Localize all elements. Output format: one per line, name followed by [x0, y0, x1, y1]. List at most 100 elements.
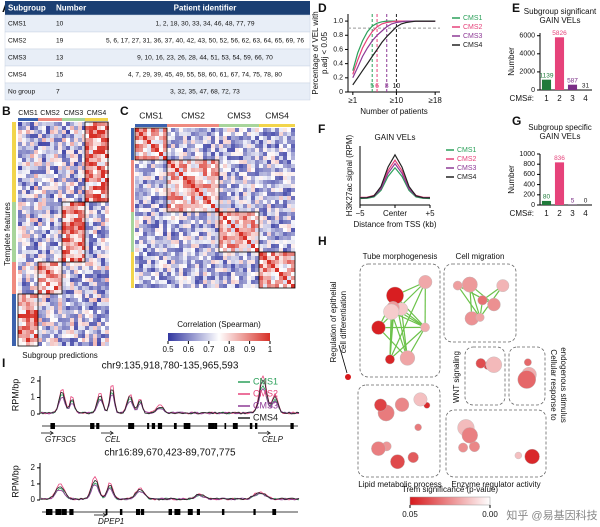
heatmap-cell — [267, 268, 271, 272]
heatmap-cell — [38, 226, 42, 230]
heatmap-cell — [247, 188, 251, 192]
heatmap-cell — [78, 330, 82, 334]
heatmap-cell — [247, 248, 251, 252]
heatmap-cell — [30, 150, 34, 154]
heatmap-cell — [183, 192, 187, 196]
bar — [541, 200, 552, 205]
heatmap-cell — [89, 266, 93, 270]
group-label: CMS2 — [40, 110, 60, 117]
heatmap-cell — [219, 168, 223, 172]
heatmap-cell — [243, 252, 247, 256]
heatmap-cell — [263, 188, 267, 192]
heatmap-cell — [62, 318, 66, 322]
heatmap-cell — [171, 232, 175, 236]
heatmap-cell — [155, 212, 159, 216]
gene-label: CELP — [262, 435, 284, 444]
heatmap-cell — [101, 330, 105, 334]
heatmap-cell — [62, 250, 66, 254]
heatmap-cell — [143, 216, 147, 220]
heatmap-cell — [135, 240, 139, 244]
heatmap-cell — [271, 168, 275, 172]
heatmap-cell — [66, 190, 70, 194]
heatmap-cell — [255, 156, 259, 160]
heatmap-cell — [231, 204, 235, 208]
heatmap-cell — [271, 128, 275, 132]
heatmap-cell — [82, 262, 86, 266]
heatmap-cell — [139, 276, 143, 280]
heatmap-cell — [93, 314, 97, 318]
heatmap-cell — [215, 268, 219, 272]
heatmap-cell — [93, 126, 97, 130]
heatmap-cell — [251, 280, 255, 284]
heatmap-cell — [183, 152, 187, 156]
reference-label: 6 — [375, 83, 379, 90]
series-line — [359, 162, 431, 199]
heatmap-cell — [97, 266, 101, 270]
heatmap-cell — [271, 228, 275, 232]
heatmap-cell — [219, 172, 223, 176]
group-bar — [62, 118, 85, 121]
heatmap-cell — [50, 198, 54, 202]
heatmap-cell — [70, 194, 74, 198]
heatmap-cell — [239, 136, 243, 140]
heatmap-cell — [93, 202, 97, 206]
heatmap-cell — [259, 136, 263, 140]
heatmap-cell — [159, 176, 163, 180]
heatmap-cell — [58, 322, 62, 326]
heatmap-cell — [93, 278, 97, 282]
heatmap-cell — [89, 250, 93, 254]
signal-track — [40, 482, 300, 501]
heatmap-cell — [171, 268, 175, 272]
heatmap-cell — [70, 186, 74, 190]
heatmap-cell — [223, 168, 227, 172]
heatmap-cell — [275, 184, 279, 188]
heatmap-cell — [243, 144, 247, 148]
heatmap-cell — [105, 326, 109, 330]
axis-label: Subgroup predictions — [22, 351, 98, 360]
heatmap-cell — [105, 286, 109, 290]
heatmap-cell — [219, 180, 223, 184]
heatmap-cell — [247, 136, 251, 140]
heatmap-cell — [46, 178, 50, 182]
heatmap-cell — [101, 318, 105, 322]
heatmap-cell — [251, 252, 255, 256]
heatmap-cell — [191, 132, 195, 136]
heatmap-cell — [101, 326, 105, 330]
heatmap-cell — [34, 286, 38, 290]
heatmap-cell — [191, 148, 195, 152]
heatmap-cell — [207, 212, 211, 216]
heatmap-cell — [70, 198, 74, 202]
heatmap-cell — [22, 246, 26, 250]
heatmap-cell — [85, 214, 89, 218]
heatmap-cell — [223, 192, 227, 196]
heatmap-cell — [239, 260, 243, 264]
heatmap-cell — [50, 310, 54, 314]
heatmap-cell — [143, 180, 147, 184]
heatmap-cell — [155, 228, 159, 232]
heatmap-cell — [175, 156, 179, 160]
heatmap-cell — [74, 270, 78, 274]
heatmap-cell — [139, 260, 143, 264]
heatmap-cell — [155, 164, 159, 168]
heatmap-cell — [74, 230, 78, 234]
heatmap-cell — [151, 204, 155, 208]
heatmap-cell — [191, 268, 195, 272]
heatmap-cell — [179, 148, 183, 152]
heatmap-cell — [85, 294, 89, 298]
heatmap-cell — [243, 148, 247, 152]
cluster-box — [357, 384, 441, 478]
heatmap-cell — [203, 172, 207, 176]
heatmap-cell — [171, 152, 175, 156]
heatmap-cell — [155, 252, 159, 256]
heatmap-cell — [105, 234, 109, 238]
heatmap-cell — [175, 128, 179, 132]
heatmap-cell — [283, 264, 287, 268]
heatmap-cell — [239, 168, 243, 172]
heatmap-cell — [179, 264, 183, 268]
heatmap-cell — [259, 176, 263, 180]
heatmap-cell — [74, 302, 78, 306]
heatmap-cell — [50, 290, 54, 294]
heatmap-cell — [82, 282, 86, 286]
heatmap-cell — [85, 134, 89, 138]
heatmap-cell — [101, 246, 105, 250]
